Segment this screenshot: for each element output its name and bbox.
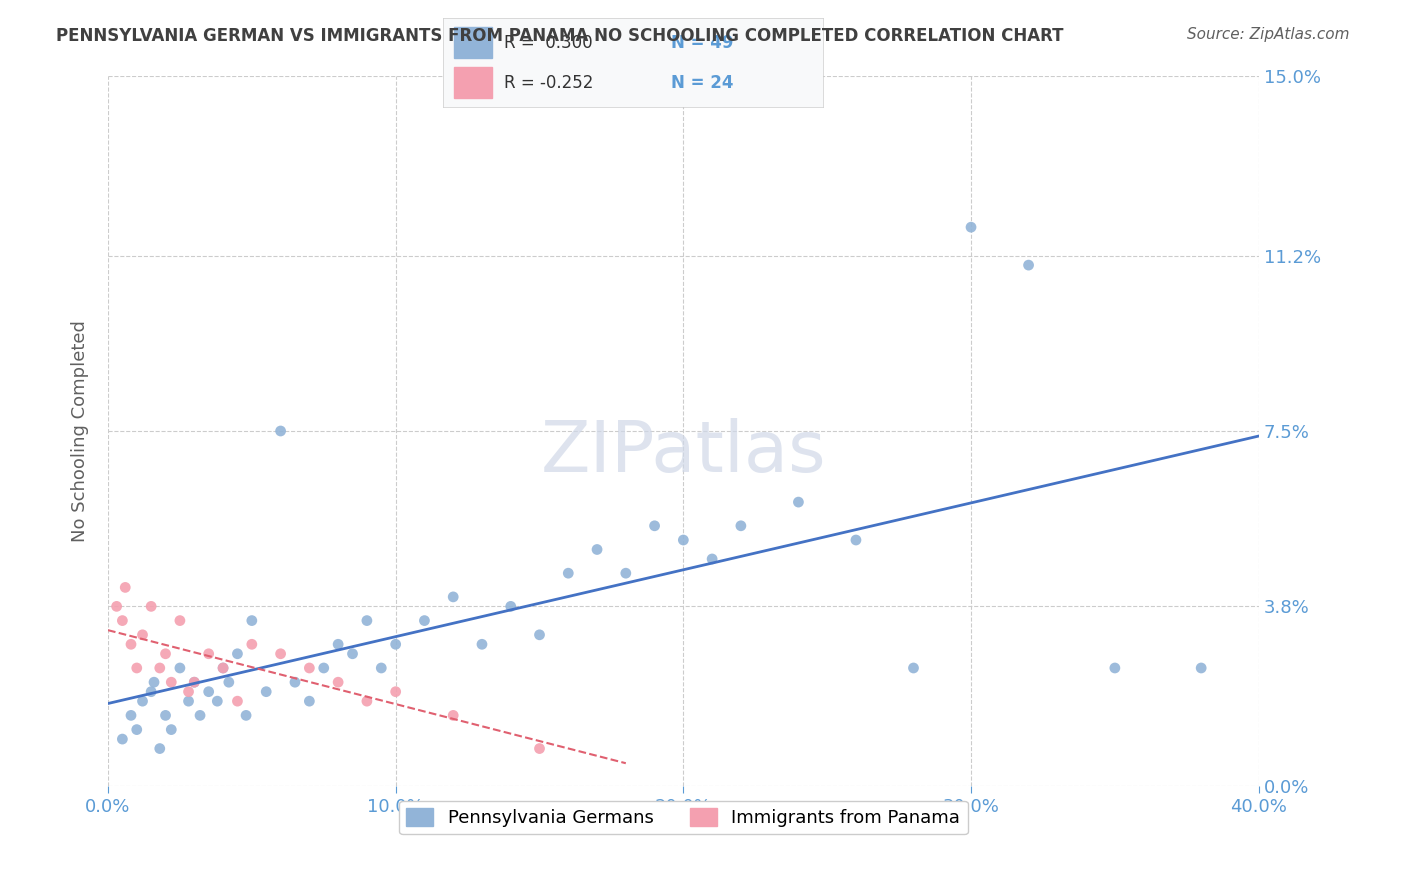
Point — [125, 723, 148, 737]
Bar — [454, 67, 492, 98]
Point — [557, 566, 579, 581]
Point — [160, 723, 183, 737]
Point — [111, 614, 134, 628]
Point — [413, 614, 436, 628]
Point — [270, 647, 292, 661]
Point — [143, 675, 166, 690]
Point — [149, 661, 172, 675]
Text: N = 49: N = 49 — [671, 34, 733, 52]
Point — [197, 647, 219, 661]
Point — [270, 424, 292, 438]
Point — [471, 637, 494, 651]
Point — [131, 628, 153, 642]
Point — [139, 684, 162, 698]
Point — [644, 518, 666, 533]
Point — [212, 661, 235, 675]
Point — [169, 661, 191, 675]
Point — [125, 661, 148, 675]
Text: ZIPatlas: ZIPatlas — [540, 417, 827, 487]
Point — [529, 628, 551, 642]
Text: N = 24: N = 24 — [671, 74, 733, 92]
Point — [441, 590, 464, 604]
Point — [672, 533, 695, 547]
Point — [384, 637, 406, 651]
Point — [177, 684, 200, 698]
Legend: Pennsylvania Germans, Immigrants from Panama: Pennsylvania Germans, Immigrants from Pa… — [399, 800, 967, 834]
Text: R = -0.252: R = -0.252 — [503, 74, 593, 92]
Point — [1018, 258, 1040, 272]
Point — [114, 581, 136, 595]
Point — [212, 661, 235, 675]
Point — [111, 732, 134, 747]
Point — [254, 684, 277, 698]
Point — [139, 599, 162, 614]
Point — [284, 675, 307, 690]
Point — [235, 708, 257, 723]
Point — [787, 495, 810, 509]
Point — [326, 637, 349, 651]
Point — [226, 647, 249, 661]
Point — [960, 220, 983, 235]
Point — [120, 637, 142, 651]
Point — [197, 684, 219, 698]
Point — [700, 552, 723, 566]
Bar — [454, 27, 492, 58]
Point — [326, 675, 349, 690]
Point — [169, 614, 191, 628]
Point — [188, 708, 211, 723]
Point — [207, 694, 229, 708]
Point — [441, 708, 464, 723]
Point — [356, 694, 378, 708]
Point — [499, 599, 522, 614]
Y-axis label: No Schooling Completed: No Schooling Completed — [72, 320, 89, 542]
Point — [356, 614, 378, 628]
Point — [730, 518, 752, 533]
Text: R =  0.300: R = 0.300 — [503, 34, 592, 52]
Point — [155, 647, 177, 661]
Point — [183, 675, 205, 690]
Text: PENNSYLVANIA GERMAN VS IMMIGRANTS FROM PANAMA NO SCHOOLING COMPLETED CORRELATION: PENNSYLVANIA GERMAN VS IMMIGRANTS FROM P… — [56, 27, 1064, 45]
Text: Source: ZipAtlas.com: Source: ZipAtlas.com — [1187, 27, 1350, 42]
Point — [226, 694, 249, 708]
Point — [240, 614, 263, 628]
Point — [218, 675, 240, 690]
Point — [342, 647, 364, 661]
Point — [529, 741, 551, 756]
Point — [105, 599, 128, 614]
Point — [1189, 661, 1212, 675]
Point — [903, 661, 925, 675]
Point — [183, 675, 205, 690]
Point — [1104, 661, 1126, 675]
Point — [160, 675, 183, 690]
Point — [155, 708, 177, 723]
Point — [312, 661, 335, 675]
Point — [586, 542, 609, 557]
Point — [614, 566, 637, 581]
Point — [298, 661, 321, 675]
Point — [131, 694, 153, 708]
Point — [120, 708, 142, 723]
Point — [240, 637, 263, 651]
Point — [149, 741, 172, 756]
Point — [384, 684, 406, 698]
Point — [177, 694, 200, 708]
Point — [845, 533, 868, 547]
Point — [298, 694, 321, 708]
Point — [370, 661, 392, 675]
